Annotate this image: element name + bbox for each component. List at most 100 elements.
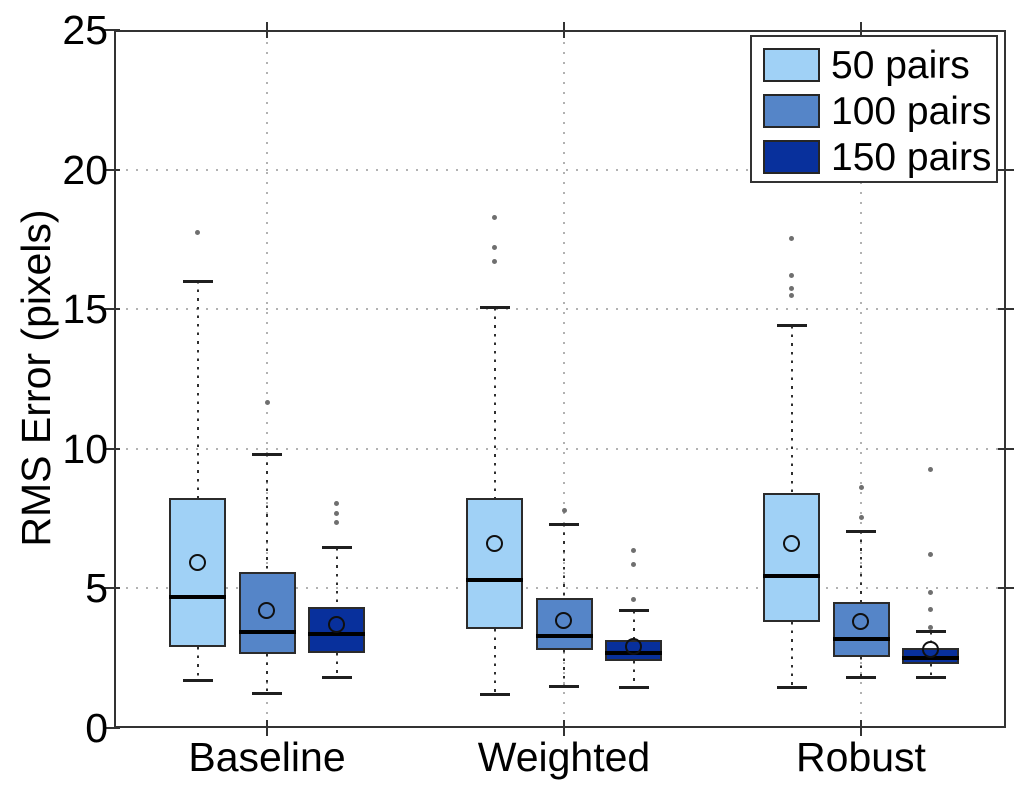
plot-area [114, 30, 1006, 728]
lower-whisker-cap [618, 686, 649, 690]
upper-whisker [632, 610, 635, 641]
x-tick-label: Baseline [188, 734, 346, 780]
lower-whisker [929, 663, 932, 678]
y-tick-right [998, 168, 1014, 171]
x-tick-label: Weighted [477, 734, 651, 780]
outlier-point [334, 510, 339, 516]
upper-whisker [196, 281, 199, 498]
y-tick-label: 10 [62, 425, 108, 472]
y-tick [104, 168, 120, 171]
median-line [535, 633, 593, 638]
y-tick [104, 29, 120, 31]
legend: 50 pairs 100 pairs 150 pairs [750, 35, 998, 183]
median-line [832, 636, 890, 641]
mean-marker [188, 554, 206, 572]
upper-whisker [266, 454, 268, 572]
lower-whisker [563, 649, 565, 687]
legend-swatch [763, 48, 820, 82]
median-line [169, 594, 226, 599]
legend-entry: 150 pairs [763, 134, 996, 180]
outlier-point [928, 590, 933, 596]
lower-whisker-cap [915, 676, 946, 680]
outlier-point [789, 292, 794, 298]
outlier-point [858, 514, 864, 520]
outlier-point [789, 273, 794, 279]
y-tick [104, 727, 120, 729]
lower-whisker-cap [776, 686, 807, 690]
upper-whisker [563, 524, 565, 599]
h-gridline [116, 168, 1004, 171]
mean-marker [624, 638, 642, 656]
x-tick [860, 720, 862, 736]
outlier-point [334, 500, 339, 506]
mean-marker [485, 534, 503, 552]
y-tick-label: 5 [85, 565, 108, 612]
y-tick-label: 25 [62, 7, 108, 53]
lower-whisker-cap [321, 676, 352, 680]
lower-whisker-cap [182, 679, 213, 683]
median-line [763, 573, 820, 578]
y-tick-label: 0 [85, 705, 108, 751]
lower-whisker [632, 660, 635, 688]
h-gridline [116, 308, 1004, 311]
outlier-point [789, 285, 794, 291]
outlier-point [492, 259, 497, 265]
upper-whisker-cap [182, 279, 213, 283]
lower-whisker-cap [549, 684, 579, 688]
outlier-point [928, 624, 933, 630]
lower-whisker [860, 656, 862, 678]
median-line [308, 632, 365, 637]
outlier-point [334, 520, 339, 526]
outlier-point [631, 597, 636, 603]
outlier-point [631, 548, 636, 554]
outlier-point [928, 552, 933, 558]
outlier-point [492, 245, 497, 251]
outlier-point [928, 606, 933, 612]
upper-whisker [790, 325, 793, 494]
legend-label: 50 pairs [831, 43, 970, 87]
outlier-point [631, 562, 636, 568]
legend-label: 150 pairs [831, 135, 992, 179]
y-axis-title: RMS Error (pixels) [13, 209, 59, 547]
mean-marker [921, 640, 939, 658]
x-tick [563, 720, 565, 736]
outlier-point [858, 485, 864, 491]
mean-marker [258, 601, 275, 619]
mean-marker [852, 612, 869, 630]
h-gridline [116, 447, 1004, 450]
outlier-point [195, 229, 200, 235]
y-tick-right [998, 308, 1014, 311]
box-iqr [466, 497, 523, 629]
upper-whisker-cap [549, 522, 579, 526]
box-iqr [169, 497, 226, 648]
upper-whisker-cap [252, 452, 282, 456]
outlier-point [561, 507, 567, 513]
mean-marker [555, 611, 572, 629]
legend-swatch [763, 94, 820, 128]
lower-whisker [196, 647, 199, 681]
upper-whisker-cap [321, 546, 352, 550]
v-gridline [563, 32, 565, 726]
y-tick-label: 20 [62, 146, 108, 193]
y-tick [104, 447, 120, 450]
legend-label: 100 pairs [831, 89, 992, 133]
median-line [902, 656, 959, 661]
upper-whisker [929, 631, 932, 649]
mean-marker [782, 534, 800, 552]
lower-whisker-cap [252, 691, 282, 695]
upper-whisker-cap [846, 529, 876, 533]
legend-entry: 50 pairs [763, 42, 996, 88]
y-tick-label: 15 [62, 286, 108, 333]
lower-whisker-cap [479, 692, 510, 696]
v-gridline [266, 32, 268, 726]
x-tick-top [266, 22, 268, 38]
outlier-point [264, 400, 270, 406]
outlier-point [492, 214, 497, 220]
y-tick [104, 308, 120, 311]
upper-whisker-cap [618, 609, 649, 613]
median-line [466, 578, 523, 583]
x-tick-top [860, 22, 862, 38]
mean-marker [327, 615, 345, 633]
outlier-point [928, 467, 933, 473]
